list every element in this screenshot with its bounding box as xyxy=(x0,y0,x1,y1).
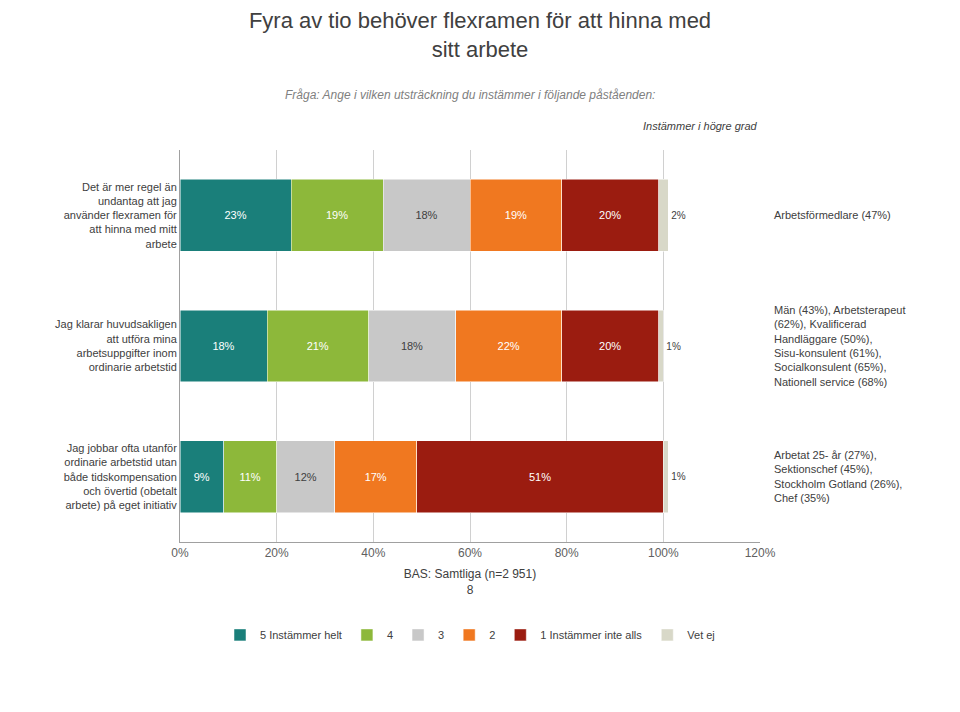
svg-text:9%: 9% xyxy=(194,471,210,483)
svg-text:Fyra av tio behöver flexramen: Fyra av tio behöver flexramen för att hi… xyxy=(249,8,711,62)
svg-text:40%: 40% xyxy=(361,546,385,560)
svg-text:20%: 20% xyxy=(265,546,289,560)
svg-text:3: 3 xyxy=(438,629,444,641)
svg-text:Fråga: Ange i vilken utsträckn: Fråga: Ange i vilken utsträckning du ins… xyxy=(285,88,655,102)
svg-text:18%: 18% xyxy=(212,340,234,352)
svg-text:Jag klarar huvudsakligenatt ut: Jag klarar huvudsakligenatt utföra minaa… xyxy=(55,318,178,373)
svg-text:18%: 18% xyxy=(415,209,437,221)
svg-text:Arbetat 25- år (27%),Sektionsc: Arbetat 25- år (27%),Sektionschef (45%),… xyxy=(774,449,902,504)
svg-text:19%: 19% xyxy=(505,209,527,221)
svg-text:60%: 60% xyxy=(458,546,482,560)
svg-text:80%: 80% xyxy=(555,546,579,560)
svg-text:2: 2 xyxy=(489,629,495,641)
svg-text:120%: 120% xyxy=(745,546,776,560)
svg-text:21%: 21% xyxy=(307,340,329,352)
svg-text:Det är mer regel änundantag at: Det är mer regel änundantag att jaganvän… xyxy=(64,181,177,250)
svg-text:23%: 23% xyxy=(224,209,246,221)
svg-text:12%: 12% xyxy=(295,471,317,483)
svg-text:11%: 11% xyxy=(239,471,260,483)
svg-text:4: 4 xyxy=(387,629,393,641)
svg-text:BAS: Samtliga (n=2 951)8: BAS: Samtliga (n=2 951)8 xyxy=(404,567,536,597)
svg-text:Vet ej: Vet ej xyxy=(687,629,715,641)
svg-text:1 Instämmer inte alls: 1 Instämmer inte alls xyxy=(540,629,642,641)
svg-text:20%: 20% xyxy=(599,209,621,221)
svg-text:Instämmer i högre grad: Instämmer i högre grad xyxy=(643,120,758,132)
svg-text:18%: 18% xyxy=(401,340,423,352)
svg-text:0%: 0% xyxy=(171,546,189,560)
svg-text:100%: 100% xyxy=(648,546,679,560)
svg-text:19%: 19% xyxy=(326,209,348,221)
svg-text:1%: 1% xyxy=(671,471,686,482)
svg-text:17%: 17% xyxy=(365,471,387,483)
svg-text:22%: 22% xyxy=(498,340,520,352)
svg-text:Män (43%), Arbetsterapeut(62%): Män (43%), Arbetsterapeut(62%), Kvalific… xyxy=(774,304,905,388)
svg-text:Arbetsförmedlare (47%): Arbetsförmedlare (47%) xyxy=(774,209,891,221)
svg-text:Jag jobbar ofta utanförordinar: Jag jobbar ofta utanförordinarie arbetst… xyxy=(64,442,178,511)
svg-text:1%: 1% xyxy=(666,341,681,352)
svg-text:2%: 2% xyxy=(671,210,686,221)
svg-text:20%: 20% xyxy=(599,340,621,352)
svg-text:5 Instämmer helt: 5 Instämmer helt xyxy=(260,629,342,641)
svg-text:51%: 51% xyxy=(529,471,551,483)
